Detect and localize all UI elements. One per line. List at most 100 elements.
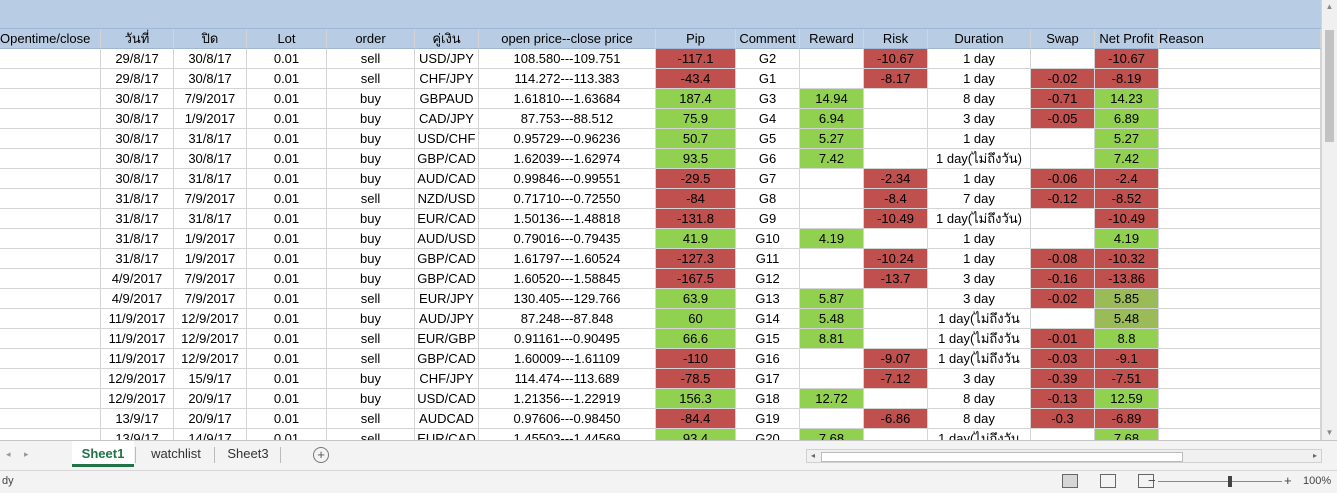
cell-c3[interactable]: 0.01 [247, 189, 327, 209]
cell-c2[interactable]: 12/9/2017 [174, 329, 247, 349]
cell-c4[interactable]: buy [327, 89, 415, 109]
cell-c5[interactable]: GBPAUD [415, 89, 479, 109]
cell-c9[interactable] [800, 369, 864, 389]
cell-c9[interactable]: 14.94 [800, 89, 864, 109]
cell-c3[interactable]: 0.01 [247, 329, 327, 349]
cell-c5[interactable]: NZD/USD [415, 189, 479, 209]
cell-c2[interactable]: 7/9/2017 [174, 89, 247, 109]
cell-c10[interactable]: -6.86 [864, 409, 928, 429]
cell-c11[interactable]: 1 day(ไม่ถึงวัน) [928, 149, 1031, 169]
cell-c9[interactable] [800, 189, 864, 209]
cell-c5[interactable]: AUD/CAD [415, 169, 479, 189]
cell-c14[interactable] [1159, 229, 1321, 249]
cell-c3[interactable]: 0.01 [247, 229, 327, 249]
cell-c10[interactable] [864, 329, 928, 349]
cell-c2[interactable]: 30/8/17 [174, 149, 247, 169]
cell-c10[interactable]: -10.24 [864, 249, 928, 269]
cell-c7[interactable]: -117.1 [656, 49, 736, 69]
cell-c5[interactable]: USD/JPY [415, 49, 479, 69]
cell-c0[interactable] [0, 309, 101, 329]
cell-c12[interactable]: -0.71 [1031, 89, 1095, 109]
normal-view-icon[interactable] [1062, 474, 1078, 488]
cell-c9[interactable]: 6.94 [800, 109, 864, 129]
cell-c9[interactable] [800, 169, 864, 189]
cell-c4[interactable]: buy [327, 149, 415, 169]
zoom-out-button[interactable]: − [1148, 473, 1156, 488]
column-header-c7[interactable]: Pip [656, 29, 736, 49]
cell-c6[interactable]: 1.50136---1.48818 [479, 209, 656, 229]
column-header-c4[interactable]: order [327, 29, 415, 49]
cell-c1[interactable]: 29/8/17 [101, 69, 174, 89]
cell-c1[interactable]: 11/9/2017 [101, 329, 174, 349]
cell-c3[interactable]: 0.01 [247, 49, 327, 69]
cell-c11[interactable]: 1 day(ไม่ถึงวัน [928, 329, 1031, 349]
cell-c8[interactable]: G14 [736, 309, 800, 329]
cell-c5[interactable]: AUDCAD [415, 409, 479, 429]
column-header-c2[interactable]: ปิด [174, 29, 247, 49]
cell-c1[interactable]: 30/8/17 [101, 89, 174, 109]
column-header-c6[interactable]: open price--close price [479, 29, 656, 49]
cell-c1[interactable]: 31/8/17 [101, 209, 174, 229]
cell-c2[interactable]: 7/9/2017 [174, 269, 247, 289]
cell-c2[interactable]: 1/9/2017 [174, 109, 247, 129]
cell-c6[interactable]: 1.60520---1.58845 [479, 269, 656, 289]
cell-c8[interactable]: G5 [736, 129, 800, 149]
cell-c1[interactable]: 31/8/17 [101, 249, 174, 269]
cell-c14[interactable] [1159, 289, 1321, 309]
cell-c5[interactable]: GBP/CAD [415, 269, 479, 289]
cell-c13[interactable]: 6.89 [1095, 109, 1159, 129]
cell-c4[interactable]: sell [327, 329, 415, 349]
add-sheet-button[interactable]: + [313, 447, 329, 463]
cell-c6[interactable]: 108.580---109.751 [479, 49, 656, 69]
cell-c11[interactable]: 1 day(ไม่ถึงวัน [928, 349, 1031, 369]
cell-c10[interactable]: -13.7 [864, 269, 928, 289]
cell-c7[interactable]: 93.4 [656, 429, 736, 440]
cell-c10[interactable] [864, 429, 928, 440]
column-header-c11[interactable]: Duration [928, 29, 1031, 49]
cell-c2[interactable]: 7/9/2017 [174, 289, 247, 309]
cell-c11[interactable]: 3 day [928, 109, 1031, 129]
cell-c1[interactable]: 30/8/17 [101, 129, 174, 149]
cell-c9[interactable]: 4.19 [800, 229, 864, 249]
scroll-right-icon[interactable]: ▸ [1312, 451, 1317, 460]
cell-c1[interactable]: 13/9/17 [101, 429, 174, 440]
cell-c6[interactable]: 87.248---87.848 [479, 309, 656, 329]
cell-c7[interactable]: 63.9 [656, 289, 736, 309]
cell-c11[interactable]: 8 day [928, 409, 1031, 429]
cell-c8[interactable]: G9 [736, 209, 800, 229]
cell-c7[interactable]: 50.7 [656, 129, 736, 149]
cell-c7[interactable]: -131.8 [656, 209, 736, 229]
cell-c5[interactable]: EUR/JPY [415, 289, 479, 309]
cell-c12[interactable]: -0.02 [1031, 289, 1095, 309]
column-header-c10[interactable]: Risk [864, 29, 928, 49]
cell-c2[interactable]: 30/8/17 [174, 69, 247, 89]
cell-c14[interactable] [1159, 409, 1321, 429]
cell-c14[interactable] [1159, 69, 1321, 89]
cell-c10[interactable] [864, 389, 928, 409]
cell-c14[interactable] [1159, 389, 1321, 409]
scroll-left-icon[interactable]: ◂ [810, 451, 815, 460]
cell-c14[interactable] [1159, 209, 1321, 229]
cell-c3[interactable]: 0.01 [247, 169, 327, 189]
cell-c12[interactable]: -0.08 [1031, 249, 1095, 269]
cell-c2[interactable]: 7/9/2017 [174, 189, 247, 209]
cell-c11[interactable]: 1 day [928, 169, 1031, 189]
cell-c2[interactable]: 12/9/2017 [174, 349, 247, 369]
cell-c4[interactable]: buy [327, 209, 415, 229]
cell-c6[interactable]: 87.753---88.512 [479, 109, 656, 129]
cell-c12[interactable]: -0.12 [1031, 189, 1095, 209]
cell-c4[interactable]: sell [327, 289, 415, 309]
scroll-down-icon[interactable]: ▼ [1325, 428, 1334, 437]
cell-c7[interactable]: 93.5 [656, 149, 736, 169]
cell-c4[interactable]: sell [327, 349, 415, 369]
prev-sheet-icon[interactable]: ◂ [6, 449, 11, 459]
cell-c13[interactable]: -9.1 [1095, 349, 1159, 369]
cell-c1[interactable]: 11/9/2017 [101, 349, 174, 369]
cell-c4[interactable]: sell [327, 429, 415, 440]
cell-c3[interactable]: 0.01 [247, 209, 327, 229]
cell-c1[interactable]: 4/9/2017 [101, 269, 174, 289]
cell-c7[interactable]: -29.5 [656, 169, 736, 189]
cell-c7[interactable]: 60 [656, 309, 736, 329]
cell-c8[interactable]: G15 [736, 329, 800, 349]
cell-c11[interactable]: 3 day [928, 369, 1031, 389]
